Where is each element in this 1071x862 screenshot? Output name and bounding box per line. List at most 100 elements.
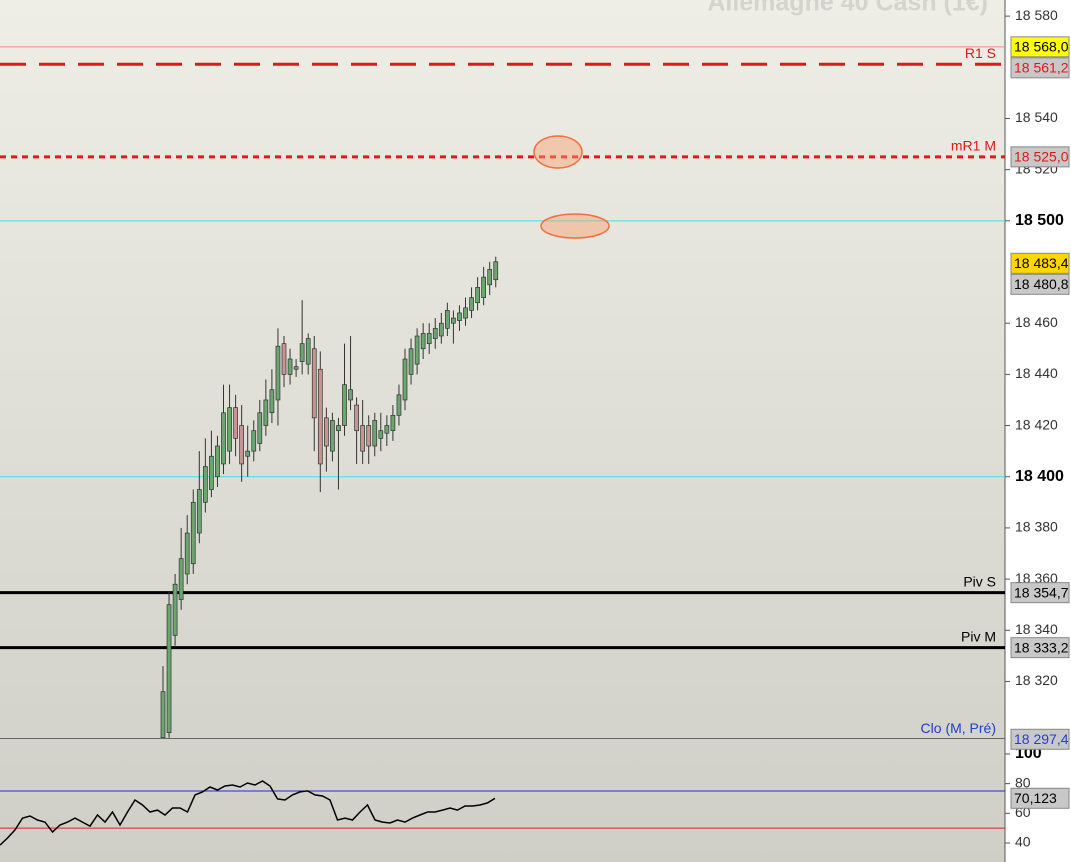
candle-body bbox=[414, 335, 420, 365]
price-tag-label: 18 333,2 bbox=[1014, 639, 1069, 655]
y-tick-label: 18 460 bbox=[1015, 314, 1058, 330]
candle-body bbox=[257, 412, 263, 444]
annotation-oval bbox=[533, 135, 583, 169]
y-tick-label: 18 320 bbox=[1015, 672, 1058, 688]
candle-body bbox=[457, 312, 462, 321]
candle-body bbox=[166, 604, 172, 733]
rsi-line bbox=[0, 780, 496, 846]
candle-body bbox=[396, 394, 402, 416]
level-name: Piv M bbox=[961, 628, 996, 644]
annotation-oval bbox=[540, 213, 610, 239]
candle-body bbox=[360, 425, 365, 452]
value-tag-label: 70,123 bbox=[1014, 790, 1057, 806]
candle-body bbox=[493, 261, 499, 281]
candle-body bbox=[209, 455, 214, 490]
candle-body bbox=[203, 466, 208, 503]
candle-body bbox=[215, 445, 220, 478]
price-tag bbox=[1010, 728, 1070, 750]
candle-body bbox=[469, 297, 474, 311]
candle-body bbox=[451, 317, 456, 324]
candle-body bbox=[366, 425, 372, 447]
y-tick-label: 40 bbox=[1015, 834, 1031, 850]
level-name: R1 S bbox=[965, 45, 996, 61]
candle-body bbox=[172, 583, 178, 636]
candle-body bbox=[269, 389, 275, 414]
y-tick-label: 18 500 bbox=[1015, 212, 1064, 229]
candle-body bbox=[281, 343, 287, 375]
price-tag-label: 18 568,0 bbox=[1014, 39, 1069, 55]
candle-body bbox=[311, 348, 317, 419]
candle-body bbox=[445, 310, 450, 329]
candle-body bbox=[342, 384, 347, 426]
price-tag bbox=[1010, 252, 1070, 274]
candle-body bbox=[354, 404, 359, 432]
price-tag-label: 18 525,0 bbox=[1014, 149, 1069, 165]
candle-body bbox=[463, 307, 468, 319]
candle-body bbox=[245, 450, 251, 457]
value-tag bbox=[1010, 787, 1070, 809]
candle-body bbox=[160, 691, 166, 738]
candle-body bbox=[263, 399, 269, 426]
y-tick-label: 18 340 bbox=[1015, 621, 1058, 637]
candle-body bbox=[384, 425, 390, 434]
candle-body bbox=[324, 417, 329, 447]
candle-body bbox=[390, 414, 396, 432]
rsi-panel bbox=[0, 780, 1005, 846]
candle-body bbox=[426, 333, 432, 345]
axis-background bbox=[1005, 0, 1071, 862]
price-panel: R1 S mR1 M Piv S Piv M Clo (M, Pré) bbox=[0, 45, 1005, 738]
price-tag bbox=[1010, 57, 1070, 79]
candle-body bbox=[305, 338, 311, 365]
candle-body bbox=[487, 269, 493, 286]
y-tick-label: 18 580 bbox=[1015, 7, 1058, 23]
price-tag-label: 18 297,4 bbox=[1014, 731, 1069, 747]
candle-body bbox=[275, 345, 281, 401]
candle-body bbox=[184, 532, 190, 575]
candle-body bbox=[481, 276, 486, 298]
price-tag-label: 18 480,8 bbox=[1014, 276, 1069, 292]
candle-body bbox=[420, 333, 426, 350]
level-name: Piv S bbox=[963, 573, 996, 589]
candle-body bbox=[190, 501, 196, 565]
y-tick-label: 18 360 bbox=[1015, 570, 1058, 586]
candle-body bbox=[299, 343, 305, 362]
price-tag bbox=[1010, 146, 1070, 168]
candle-body bbox=[378, 430, 384, 439]
price-tag bbox=[1010, 273, 1070, 295]
y-tick-label: 18 440 bbox=[1015, 365, 1058, 381]
y-tick-label: 18 420 bbox=[1015, 416, 1058, 432]
candle-body bbox=[239, 425, 244, 465]
candle-body bbox=[233, 407, 238, 439]
level-name: Clo (M, Pré) bbox=[921, 720, 996, 736]
candle-body bbox=[408, 348, 414, 375]
candle-body bbox=[402, 358, 408, 401]
y-tick-label: 18 400 bbox=[1015, 468, 1064, 485]
candle-body bbox=[287, 358, 293, 375]
candle-body bbox=[293, 366, 299, 370]
candle-body bbox=[178, 558, 184, 600]
candle-body bbox=[317, 368, 323, 465]
candle-body bbox=[372, 420, 378, 447]
y-tick-label: 18 380 bbox=[1015, 519, 1058, 535]
price-tag-label: 18 561,2 bbox=[1014, 60, 1069, 76]
candle-body bbox=[475, 287, 480, 304]
chart-title: Allemagne 40 Cash (1€) bbox=[707, 0, 988, 17]
y-tick-label: 80 bbox=[1015, 774, 1031, 790]
plot-background bbox=[0, 0, 1005, 862]
y-tick-label: 18 540 bbox=[1015, 109, 1058, 125]
candle-body bbox=[438, 322, 444, 337]
candle-body bbox=[227, 407, 232, 452]
candle-body bbox=[336, 425, 341, 432]
price-tag bbox=[1010, 582, 1070, 604]
candle-body bbox=[432, 327, 438, 339]
candle-body bbox=[196, 489, 202, 534]
candle-body bbox=[348, 389, 353, 401]
candle-body bbox=[221, 412, 226, 465]
price-tag-label: 18 483,4 bbox=[1014, 255, 1069, 271]
candle-body bbox=[251, 430, 257, 452]
candle-body bbox=[330, 420, 335, 452]
price-tag-label: 18 354,7 bbox=[1014, 584, 1069, 600]
price-tag bbox=[1010, 36, 1070, 58]
